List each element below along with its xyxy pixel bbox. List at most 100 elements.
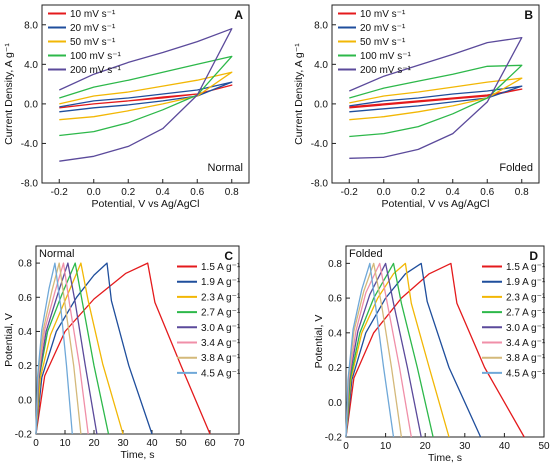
y-tick-label: 0.0 bbox=[328, 398, 342, 409]
series-line bbox=[35, 262, 73, 435]
x-axis-label: Potential, V vs Ag/AgCl bbox=[92, 198, 200, 210]
y-axis-label: Current Density, A g⁻¹ bbox=[293, 43, 305, 145]
legend-label: 1.9 A g⁻¹ bbox=[506, 277, 546, 288]
series-line bbox=[345, 262, 482, 438]
x-tick-label: -0.2 bbox=[51, 187, 69, 198]
y-axis-label: Potential, V bbox=[3, 313, 15, 367]
y-tick-label: -0.2 bbox=[325, 433, 343, 444]
series-line bbox=[59, 55, 233, 137]
series-line bbox=[345, 262, 422, 438]
y-tick-label: 0.4 bbox=[18, 327, 32, 338]
y-tick-label: 4.0 bbox=[314, 60, 328, 71]
legend-label: 3.8 A g⁻¹ bbox=[506, 353, 546, 364]
series-line bbox=[59, 28, 233, 162]
series-line bbox=[349, 77, 523, 121]
y-tick-label: 0.8 bbox=[18, 259, 32, 270]
legend-label: 3.4 A g⁻¹ bbox=[506, 338, 546, 349]
x-tick-label: 50 bbox=[538, 441, 550, 452]
panel-B: -0.2 0.0 0.2 0.4 0.6 0.8 -8.0 -4.0 0.0 4.0 8.0 Pote… bbox=[293, 4, 540, 210]
series-line bbox=[35, 262, 82, 435]
series-line bbox=[59, 84, 233, 109]
series-line bbox=[59, 81, 233, 113]
panel-letter: B bbox=[524, 8, 533, 22]
y-tick-label: 0.0 bbox=[314, 99, 328, 110]
x-tick-label: 50 bbox=[175, 438, 187, 449]
series-line bbox=[345, 262, 412, 438]
y-tick-label: 8.0 bbox=[24, 20, 38, 31]
panel-letter: A bbox=[234, 8, 243, 22]
legend-label: 1.5 A g⁻¹ bbox=[506, 262, 546, 273]
y-tick-label: 0.6 bbox=[18, 293, 32, 304]
x-tick-label: 40 bbox=[499, 441, 511, 452]
x-tick-label: 0.0 bbox=[377, 187, 391, 198]
x-tick-label: 0 bbox=[33, 438, 39, 449]
plot-frame bbox=[35, 245, 240, 435]
legend-label: 100 mV s⁻¹ bbox=[360, 51, 412, 62]
legend-label: 3.0 A g⁻¹ bbox=[201, 323, 241, 334]
y-tick-label: 0.0 bbox=[18, 395, 32, 406]
legend-label: 50 mV s⁻¹ bbox=[360, 37, 406, 48]
x-axis-label: Time, s bbox=[120, 449, 154, 461]
series-line bbox=[345, 262, 450, 438]
legend-label: 2.7 A g⁻¹ bbox=[506, 308, 546, 319]
series-line bbox=[349, 85, 523, 113]
series-line bbox=[349, 36, 523, 159]
legend-label: 2.7 A g⁻¹ bbox=[201, 308, 241, 319]
series-line bbox=[35, 262, 211, 435]
panel-letter: C bbox=[224, 249, 233, 263]
y-tick-label: 0.4 bbox=[328, 328, 342, 339]
y-tick-label: -4.0 bbox=[311, 139, 329, 150]
y-tick-label: -8.0 bbox=[311, 179, 329, 190]
x-tick-label: 70 bbox=[233, 438, 245, 449]
series-line bbox=[35, 262, 124, 435]
x-tick-label: 0.2 bbox=[121, 187, 135, 198]
legend-label: 50 mV s⁻¹ bbox=[70, 37, 116, 48]
legend-label: 200 mV s⁻¹ bbox=[70, 65, 122, 76]
legend-label: 100 mV s⁻¹ bbox=[70, 51, 122, 62]
legend-label: 1.5 A g⁻¹ bbox=[201, 262, 241, 273]
panel-letter: D bbox=[529, 249, 538, 263]
series-line bbox=[35, 262, 98, 435]
x-tick-label: 10 bbox=[380, 441, 392, 452]
series-line bbox=[349, 64, 523, 138]
x-tick-label: 40 bbox=[146, 438, 158, 449]
x-tick-label: 0.6 bbox=[190, 187, 204, 198]
x-tick-label: 0.0 bbox=[87, 187, 101, 198]
plot-frame bbox=[345, 245, 545, 438]
x-tick-label: 10 bbox=[59, 438, 71, 449]
panel-A: -0.2 0.0 0.2 0.4 0.6 0.8 -8.0 -4.0 0.0 4.0 8.0 Pote… bbox=[3, 4, 250, 210]
legend-label: 20 mV s⁻¹ bbox=[70, 23, 116, 34]
x-tick-label: 30 bbox=[459, 441, 471, 452]
y-axis-label: Potential, V bbox=[313, 315, 325, 369]
x-tick-label: 0.8 bbox=[515, 187, 529, 198]
x-tick-label: 0.2 bbox=[411, 187, 425, 198]
legend-label: 3.0 A g⁻¹ bbox=[506, 323, 546, 334]
legend-label: 3.8 A g⁻¹ bbox=[201, 353, 241, 364]
panel-C: 0 10 20 30 40 50 60 70 -0.2 0.0 0.2 0.4 0.6 0.8 Time, … bbox=[3, 245, 245, 461]
y-tick-label: 0.0 bbox=[24, 99, 38, 110]
legend-label: 10 mV s⁻¹ bbox=[360, 9, 406, 20]
x-tick-label: 0 bbox=[343, 441, 349, 452]
y-tick-label: 4.0 bbox=[24, 60, 38, 71]
series-line bbox=[35, 262, 153, 435]
condition-label: Folded bbox=[349, 248, 383, 260]
series-line bbox=[349, 88, 523, 109]
legend-label: 1.9 A g⁻¹ bbox=[201, 277, 241, 288]
legend-label: 4.5 A g⁻¹ bbox=[506, 368, 546, 379]
x-axis-label: Time, s bbox=[428, 452, 462, 463]
plot-frame bbox=[41, 4, 250, 184]
x-tick-label: 0.6 bbox=[480, 187, 494, 198]
legend-label: 4.5 A g⁻¹ bbox=[201, 368, 241, 379]
series-line bbox=[345, 262, 525, 438]
legend-label: 2.3 A g⁻¹ bbox=[201, 292, 241, 303]
y-tick-label: 8.0 bbox=[314, 20, 328, 31]
y-tick-label: -4.0 bbox=[21, 139, 39, 150]
series-line bbox=[345, 262, 395, 438]
x-tick-label: -0.2 bbox=[341, 187, 359, 198]
legend-label: 2.3 A g⁻¹ bbox=[506, 292, 546, 303]
y-axis-label: Current Density, A g⁻¹ bbox=[3, 43, 15, 145]
x-tick-label: 20 bbox=[420, 441, 432, 452]
x-tick-label: 30 bbox=[117, 438, 129, 449]
y-tick-label: -0.2 bbox=[15, 430, 33, 441]
